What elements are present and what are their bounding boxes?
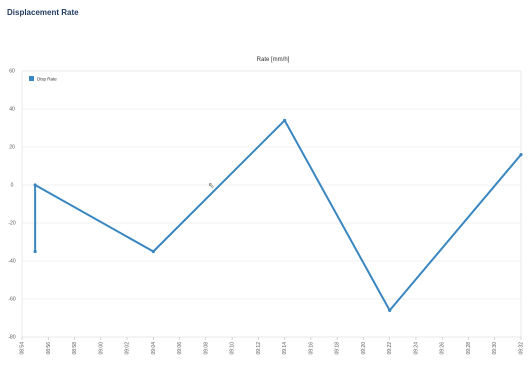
series-line-disp-rate <box>34 119 522 312</box>
data-point <box>519 153 523 157</box>
x-tick-label: 09:32 <box>519 342 525 355</box>
x-tick-label: 09:26 <box>440 342 446 355</box>
data-point <box>388 308 392 312</box>
chart-title: Rate [mm/h] <box>257 57 290 63</box>
x-tick-label: 09:24 <box>413 342 419 355</box>
data-point <box>33 249 37 254</box>
legend-swatch <box>29 76 34 81</box>
x-tick-label: 09:22 <box>387 342 393 355</box>
mouse-pointer-icon: ⇖ <box>208 181 215 190</box>
x-tick-label: 09:20 <box>361 342 367 355</box>
x-tick-label: 09:02 <box>125 342 131 355</box>
x-tick-label: 09:06 <box>177 342 183 355</box>
x-tick-label: 09:08 <box>203 342 209 355</box>
y-tick-label: 60 <box>9 69 15 75</box>
legend-label: Disp Rate <box>37 77 57 82</box>
y-tick-label: -40 <box>8 259 15 265</box>
x-tick-label: 09:30 <box>492 342 498 355</box>
y-tick-label: 0 <box>11 183 14 189</box>
x-tick-label: 08:58 <box>72 342 78 355</box>
plot-frame <box>21 70 522 338</box>
legend: Disp Rate <box>29 76 57 82</box>
y-tick-label: 40 <box>9 107 15 113</box>
x-tick-label: 09:00 <box>98 342 104 355</box>
x-tick-label: 09:28 <box>466 342 472 355</box>
x-tick-label: 09:18 <box>335 342 341 355</box>
y-tick-label: 20 <box>9 145 15 151</box>
x-tick-label: 09:14 <box>282 342 288 355</box>
data-point <box>283 118 287 122</box>
x-tick-label: 09:16 <box>308 342 314 355</box>
x-tick-label: 09:12 <box>256 342 262 355</box>
x-tick-label: 09:04 <box>151 342 157 355</box>
x-tick-label: 08:56 <box>46 342 52 355</box>
x-tick-label: 09:10 <box>230 342 236 355</box>
data-point <box>151 249 155 254</box>
y-tick-label: -60 <box>8 297 15 303</box>
y-tick-label: -20 <box>8 221 15 227</box>
y-tick-label: -80 <box>8 335 15 341</box>
data-point <box>33 183 37 187</box>
x-tick-label: 08:54 <box>20 342 26 355</box>
page-title: Displacement Rate <box>7 8 79 17</box>
